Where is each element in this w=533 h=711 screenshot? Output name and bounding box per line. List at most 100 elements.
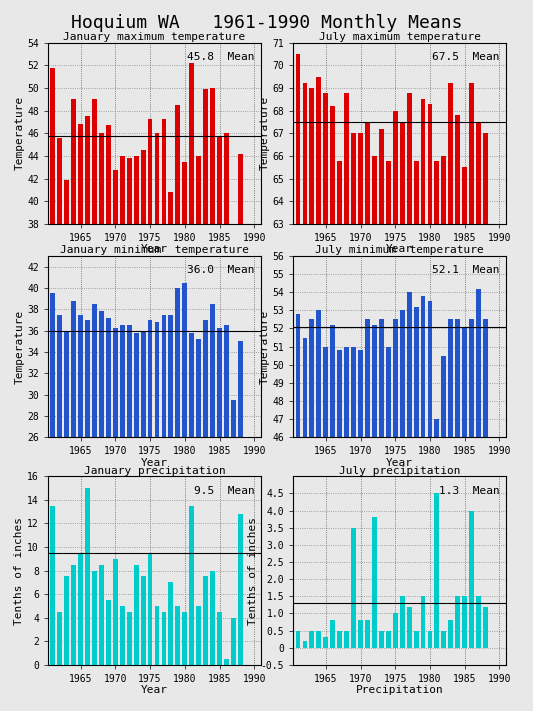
Bar: [448, 620, 453, 648]
Bar: [310, 319, 314, 711]
Bar: [421, 296, 425, 711]
Bar: [155, 134, 159, 655]
Bar: [168, 314, 173, 711]
Text: Hoquium WA   1961-1990 Monthly Means: Hoquium WA 1961-1990 Monthly Means: [71, 14, 462, 32]
Bar: [476, 289, 481, 711]
Bar: [434, 493, 439, 648]
X-axis label: Year: Year: [141, 685, 168, 695]
Bar: [182, 161, 187, 655]
Bar: [421, 100, 425, 711]
Bar: [310, 88, 314, 711]
Bar: [58, 138, 62, 655]
Bar: [148, 320, 152, 711]
Bar: [372, 518, 377, 648]
Bar: [217, 136, 222, 655]
X-axis label: Year: Year: [386, 458, 413, 468]
Bar: [168, 582, 173, 665]
Bar: [462, 328, 467, 711]
Bar: [238, 341, 243, 711]
Title: July maximum temperature: July maximum temperature: [319, 32, 481, 42]
Bar: [393, 614, 398, 648]
Title: January minimum  temperature: January minimum temperature: [60, 245, 249, 255]
Bar: [462, 597, 467, 648]
Bar: [231, 618, 236, 665]
X-axis label: Year: Year: [141, 458, 168, 468]
Bar: [296, 54, 301, 711]
Bar: [64, 577, 69, 665]
Bar: [196, 339, 201, 711]
Bar: [358, 133, 363, 711]
Bar: [210, 88, 215, 655]
Bar: [441, 356, 446, 711]
Bar: [379, 319, 384, 711]
Bar: [414, 631, 418, 648]
Bar: [469, 510, 474, 648]
Text: 52.1  Mean: 52.1 Mean: [432, 265, 500, 275]
Bar: [196, 156, 201, 655]
Bar: [231, 400, 236, 711]
Title: July minimum  temperature: July minimum temperature: [316, 245, 484, 255]
Bar: [400, 122, 405, 711]
Bar: [427, 631, 432, 648]
Bar: [203, 320, 208, 711]
Bar: [351, 347, 356, 711]
Bar: [217, 611, 222, 665]
Bar: [99, 311, 104, 711]
Bar: [51, 68, 55, 655]
Bar: [379, 631, 384, 648]
Text: 45.8  Mean: 45.8 Mean: [187, 52, 255, 62]
Bar: [337, 631, 342, 648]
Bar: [224, 659, 229, 665]
Bar: [71, 100, 76, 655]
Bar: [448, 319, 453, 711]
Bar: [175, 105, 180, 655]
Bar: [203, 89, 208, 655]
Bar: [134, 333, 139, 711]
Bar: [476, 122, 481, 711]
Bar: [393, 319, 398, 711]
Title: January precipitation: January precipitation: [84, 466, 225, 476]
Bar: [175, 606, 180, 665]
Bar: [155, 606, 159, 665]
Bar: [483, 319, 488, 711]
Bar: [483, 133, 488, 711]
Bar: [303, 83, 308, 711]
Title: July precipitation: July precipitation: [339, 466, 461, 476]
Bar: [78, 124, 83, 655]
Bar: [210, 304, 215, 711]
Bar: [106, 125, 111, 655]
Bar: [372, 325, 377, 711]
Bar: [476, 597, 481, 648]
Bar: [296, 314, 301, 711]
Bar: [427, 104, 432, 711]
Bar: [106, 318, 111, 711]
Bar: [51, 293, 55, 711]
Bar: [400, 311, 405, 711]
Y-axis label: Tenths of inches: Tenths of inches: [14, 517, 25, 624]
X-axis label: Precipitation: Precipitation: [356, 685, 443, 695]
Bar: [134, 156, 139, 655]
Bar: [85, 117, 90, 655]
Bar: [155, 322, 159, 711]
Bar: [393, 111, 398, 711]
Bar: [379, 129, 384, 711]
Bar: [238, 154, 243, 655]
Bar: [414, 306, 418, 711]
Bar: [310, 631, 314, 648]
Bar: [469, 319, 474, 711]
Bar: [358, 351, 363, 711]
Bar: [407, 606, 411, 648]
Bar: [317, 311, 321, 711]
Bar: [344, 92, 349, 711]
Bar: [58, 314, 62, 711]
Bar: [141, 150, 146, 655]
Y-axis label: Temperature: Temperature: [14, 96, 25, 171]
Bar: [134, 565, 139, 665]
Bar: [344, 347, 349, 711]
Bar: [141, 331, 146, 711]
Bar: [182, 611, 187, 665]
Bar: [168, 192, 173, 655]
Text: 36.0  Mean: 36.0 Mean: [187, 265, 255, 275]
Bar: [344, 631, 349, 648]
Bar: [238, 514, 243, 665]
